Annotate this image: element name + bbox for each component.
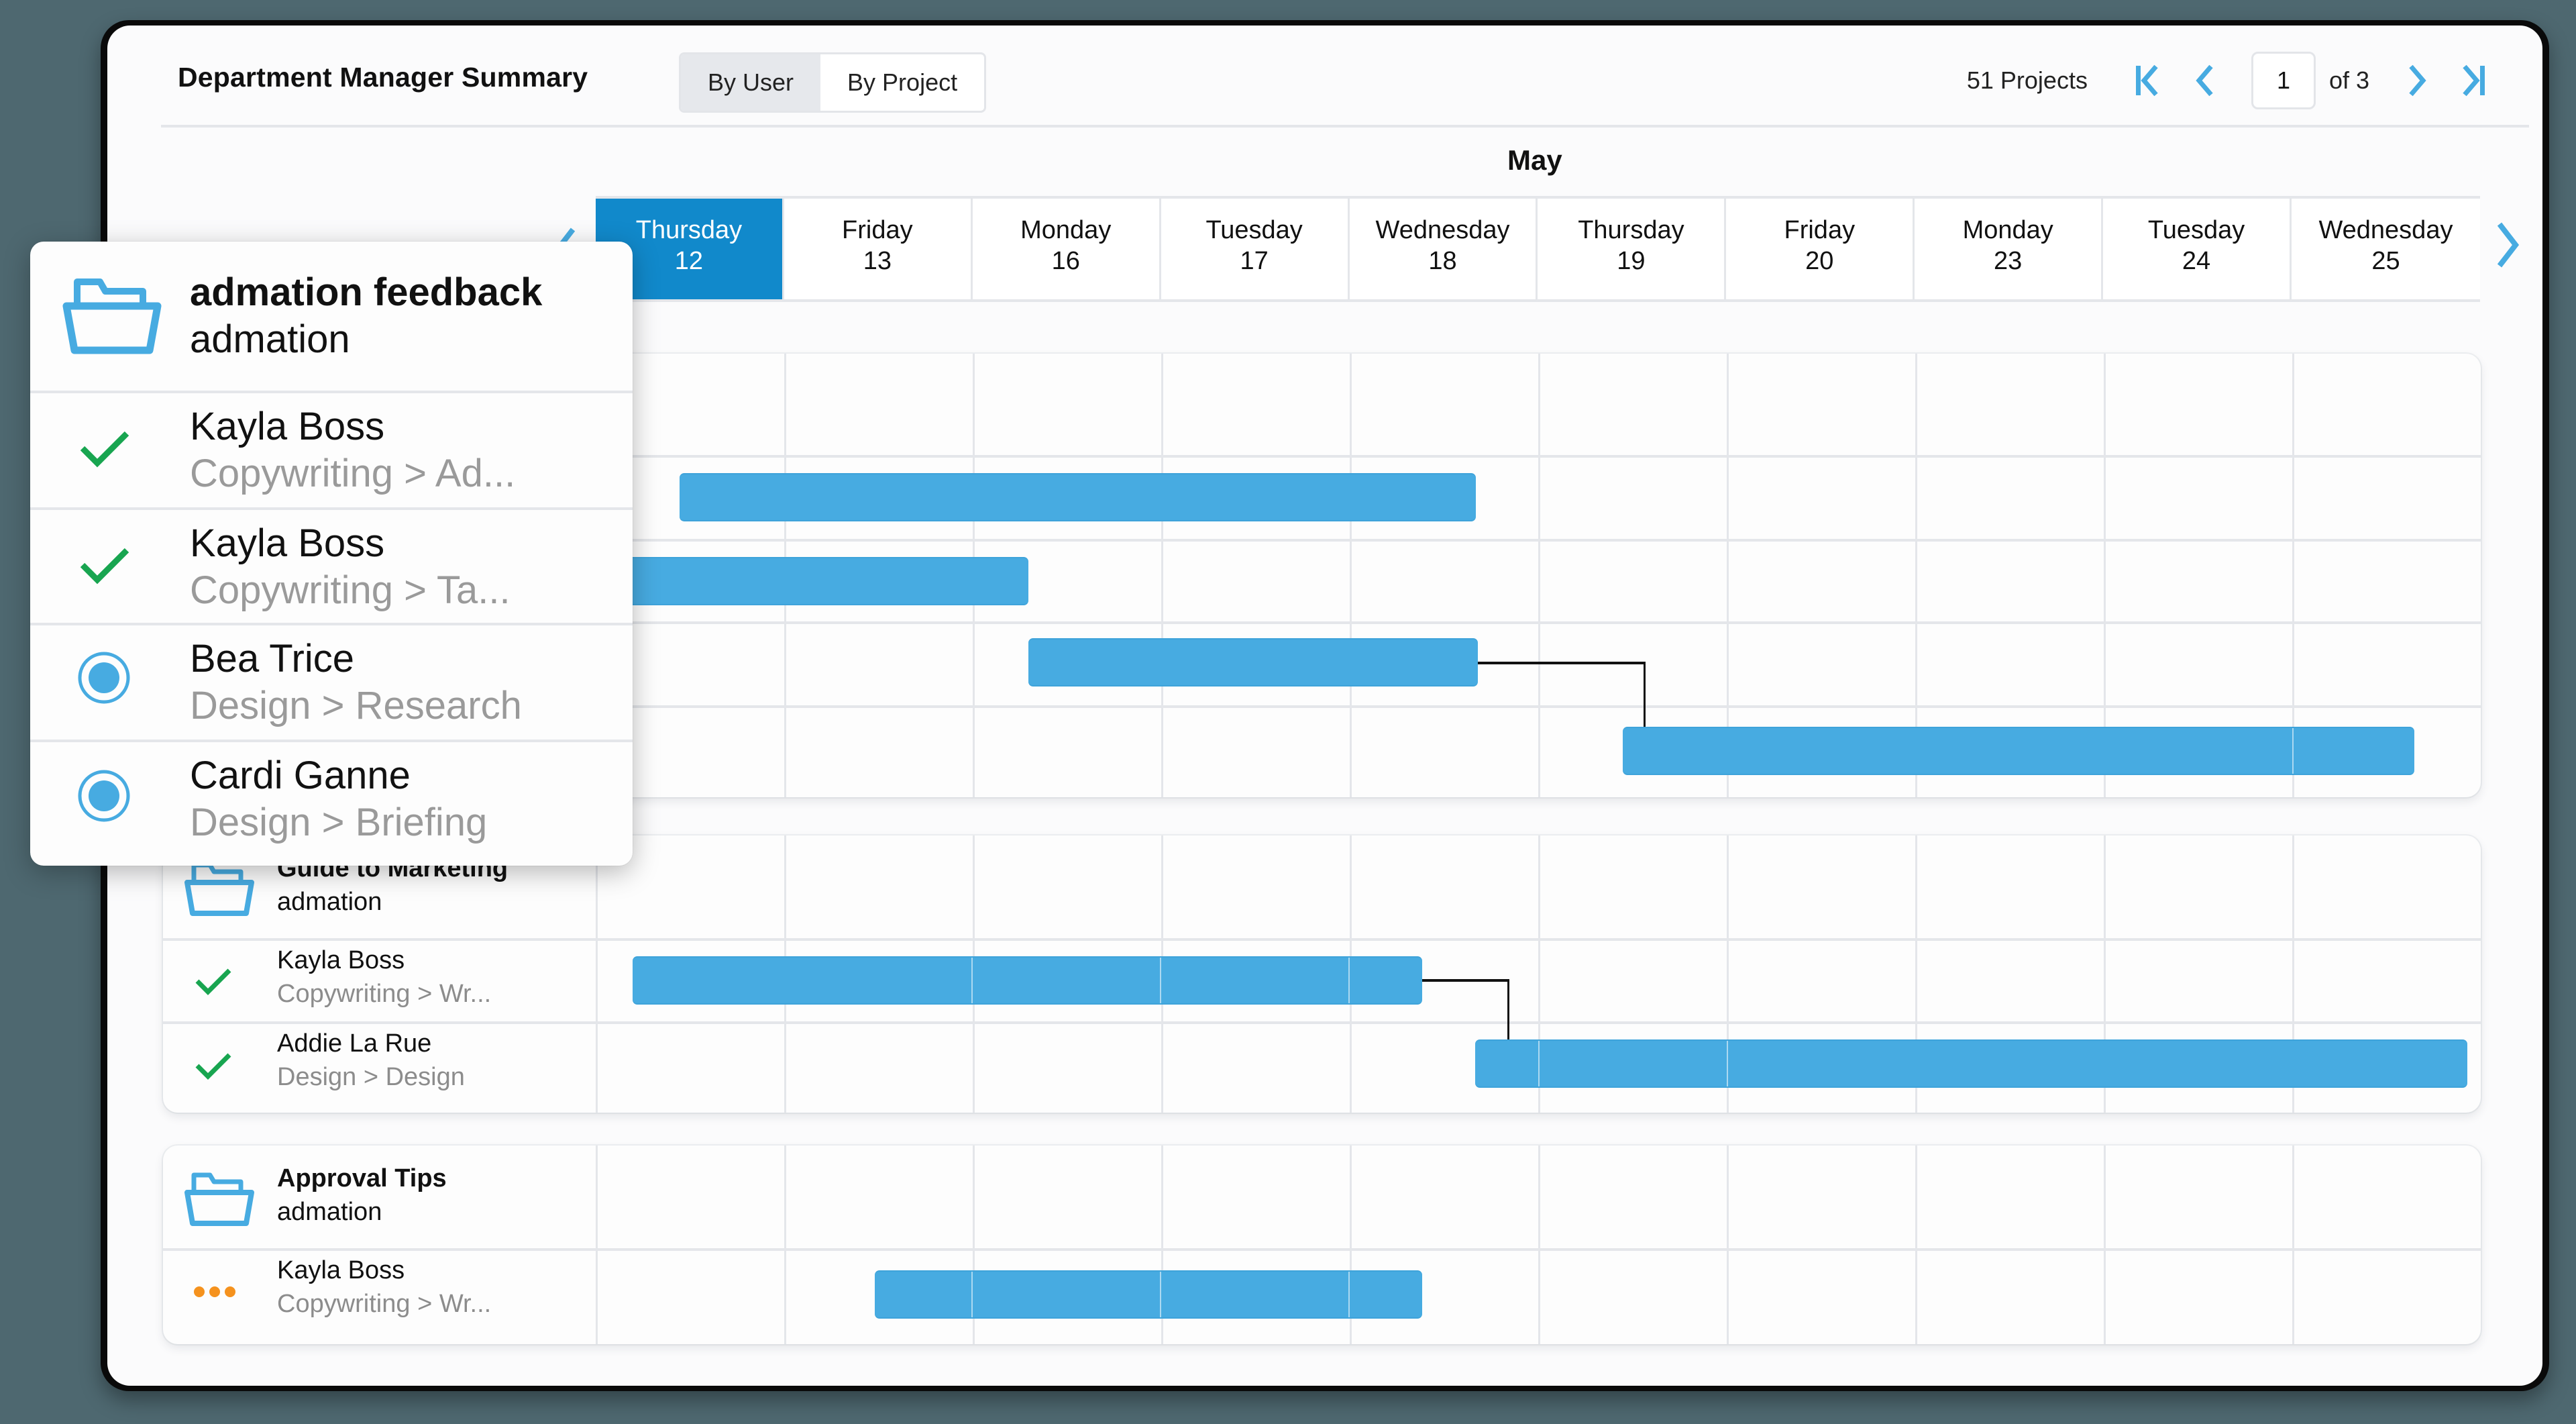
next-page-icon[interactable]	[2398, 60, 2438, 101]
folder-icon	[184, 1171, 254, 1231]
first-page-icon[interactable]	[2128, 60, 2168, 101]
project-group: Approval Tips admation Kayla Boss Copywr…	[163, 1146, 2481, 1344]
view-toggle: By User By Project	[679, 52, 987, 113]
by-project-tab[interactable]: By Project	[847, 68, 958, 96]
grid-line	[2292, 835, 2294, 1113]
task-bar[interactable]	[1028, 638, 1478, 686]
project-detail-popup: admation feedback admation Kayla Boss Co…	[30, 242, 633, 866]
task-row[interactable]: Kayla Boss Copywriting > Wr...	[163, 939, 596, 1021]
task-bar[interactable]	[633, 956, 1422, 1005]
day-column-header[interactable]: Tuesday 24	[2103, 199, 2292, 299]
row-divider	[163, 705, 2481, 708]
day-column-header[interactable]: Wednesday 25	[2318, 216, 2453, 275]
check-icon	[193, 1051, 233, 1084]
by-user-tab[interactable]: By User	[681, 54, 821, 111]
project-info-column: Guide to Marketing admation Kayla Boss C…	[163, 835, 598, 1113]
day-header-row: Thursday 12 Friday 13 Monday 16 Tuesday 17 W…	[596, 196, 2480, 302]
popup-task-row[interactable]: Bea Trice Design > Research	[30, 625, 633, 742]
grid-line	[1161, 1146, 1163, 1344]
popup-task-row[interactable]: Cardi Ganne Design > Briefing	[30, 742, 633, 866]
grid-line	[2104, 354, 2106, 797]
popup-task-row[interactable]: Kayla Boss Copywriting > Ad...	[30, 393, 633, 510]
page-title: Department Manager Summary	[178, 62, 588, 93]
task-bar[interactable]	[680, 473, 1476, 521]
folder-icon	[184, 861, 254, 921]
row-divider	[163, 1248, 2481, 1251]
folder-icon	[62, 276, 162, 359]
page-number-input[interactable]: 1	[2251, 52, 2316, 109]
grid-line	[784, 1146, 786, 1344]
task-row[interactable]: Kayla Boss Copywriting > Wr...	[163, 1250, 596, 1344]
day-column-header[interactable]: Tuesday 17	[1161, 199, 1350, 299]
project-info-column: Approval Tips admation Kayla Boss Copywr…	[163, 1146, 598, 1344]
grid-line	[2104, 1146, 2106, 1344]
task-bar[interactable]	[1475, 1039, 2467, 1088]
pagination: 51 Projects 1 of 3	[1967, 52, 2502, 109]
check-icon	[77, 428, 131, 472]
grid-line	[1350, 354, 1352, 797]
task-bar[interactable]	[875, 1270, 1422, 1319]
last-page-icon[interactable]	[2454, 60, 2494, 101]
dependency-connector	[1644, 662, 1646, 727]
day-column-header[interactable]: Friday 13	[784, 199, 973, 299]
task-bar[interactable]	[596, 557, 1028, 605]
day-column-header[interactable]: Wednesday 18	[1350, 199, 1538, 299]
grid-line	[1350, 1146, 1352, 1344]
grid-line	[1915, 1146, 1917, 1344]
grid-line	[1727, 835, 1729, 1113]
grid-line	[1538, 835, 1540, 1113]
day-column-header[interactable]: Monday 23	[1915, 199, 2104, 299]
project-group: Guide to Marketing admation Kayla Boss C…	[163, 835, 2481, 1113]
grid-line	[1538, 354, 1540, 797]
check-icon	[77, 545, 131, 589]
project-count: 51 Projects	[1966, 66, 2088, 94]
task-bar[interactable]	[1623, 727, 2414, 775]
popup-task-row[interactable]: Kayla Boss Copywriting > Ta...	[30, 510, 633, 625]
row-divider	[163, 539, 2481, 542]
popup-project-header[interactable]: admation feedback admation	[30, 242, 633, 393]
day-column-header[interactable]: Monday 16	[973, 199, 1161, 299]
row-divider	[163, 621, 2481, 624]
task-row[interactable]: Addie La Rue Design > Design	[163, 1023, 596, 1111]
day-column-header[interactable]: Thursday 19	[1538, 199, 1727, 299]
previous-page-icon[interactable]	[2184, 60, 2224, 101]
grid-line	[973, 1146, 975, 1344]
grid-line	[2104, 835, 2106, 1113]
dependency-connector	[1507, 979, 1509, 1039]
header-divider	[161, 125, 2529, 128]
day-column-header[interactable]: Friday 20	[1726, 199, 1915, 299]
in-progress-radio-icon	[77, 769, 131, 826]
grid-line	[2292, 1146, 2294, 1344]
grid-line	[1727, 354, 1729, 797]
row-divider	[163, 455, 2481, 458]
page-total: of 3	[2328, 66, 2369, 94]
in-progress-radio-icon	[77, 651, 131, 708]
pending-dots-icon	[193, 1284, 236, 1303]
dependency-connector	[1422, 979, 1509, 982]
grid-line	[2292, 354, 2294, 797]
grid-line	[1161, 354, 1163, 797]
dependency-connector	[1478, 662, 1646, 664]
scroll-right-chevron-icon[interactable]	[2494, 221, 2521, 272]
row-divider	[163, 1021, 2481, 1024]
project-header[interactable]: Approval Tips admation	[163, 1146, 596, 1248]
day-column-header[interactable]: Thursday 12	[596, 199, 784, 299]
grid-line	[1915, 354, 1917, 797]
row-divider	[163, 938, 2481, 941]
grid-line	[1538, 1146, 1540, 1344]
month-label: May	[1507, 144, 1562, 176]
grid-line	[1915, 835, 1917, 1113]
check-icon	[193, 966, 233, 999]
grid-line	[1727, 1146, 1729, 1344]
